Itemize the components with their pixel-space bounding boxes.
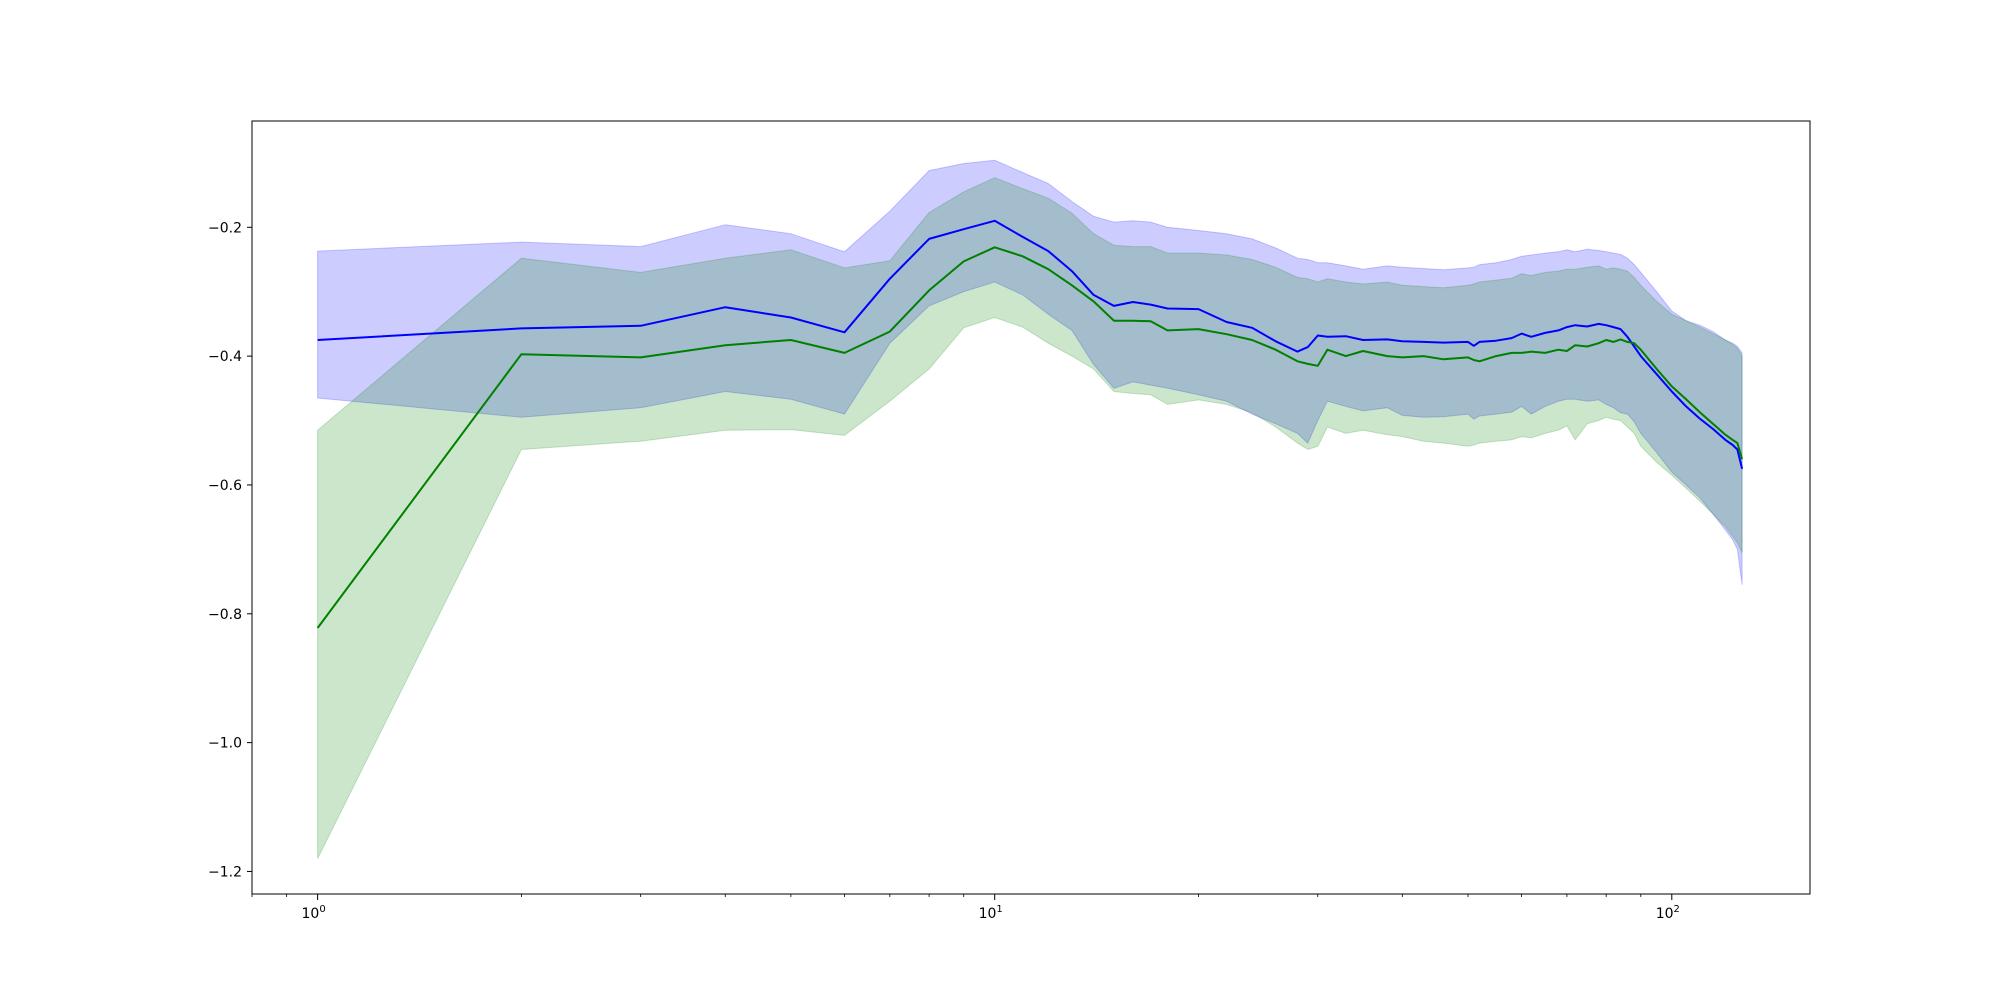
series-2-line (316, 246, 1744, 629)
series-1-confidence-band (317, 159, 1743, 585)
y-tick-label: −1.2 (208, 864, 242, 880)
x-tick-label: 101 (979, 904, 1003, 922)
x-tick-label: 100 (302, 904, 326, 922)
y-tick-label: −0.6 (208, 478, 242, 494)
y-tick-label: −0.4 (208, 349, 242, 365)
x-tick-label: 102 (1656, 904, 1680, 922)
y-tick-label: −0.8 (208, 607, 242, 623)
plot-frame (251, 120, 1811, 895)
y-tick-label: −0.2 (208, 220, 242, 236)
series-2-confidence-band (317, 177, 1743, 859)
series-1-line (317, 219, 1744, 470)
y-tick-label: −1.0 (208, 736, 242, 752)
